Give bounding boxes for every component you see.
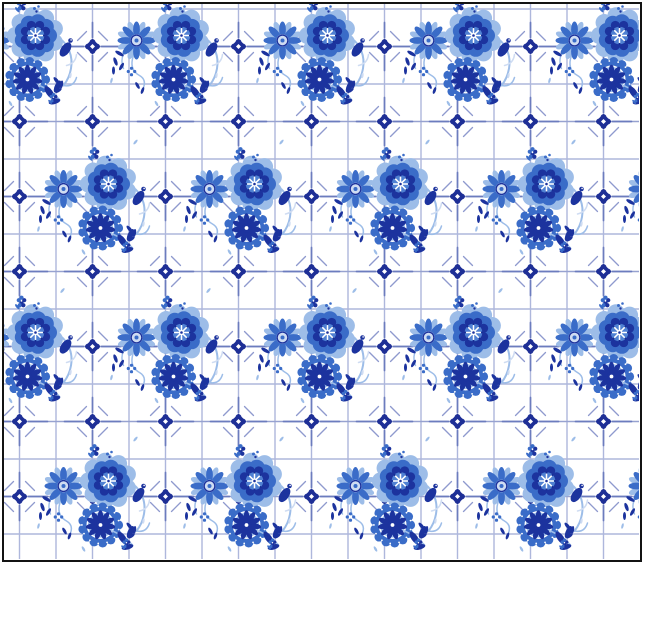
pattern-frame — [2, 2, 642, 562]
floral-tile-pattern — [4, 4, 639, 559]
label-bar: H-092 1 — [0, 563, 650, 617]
